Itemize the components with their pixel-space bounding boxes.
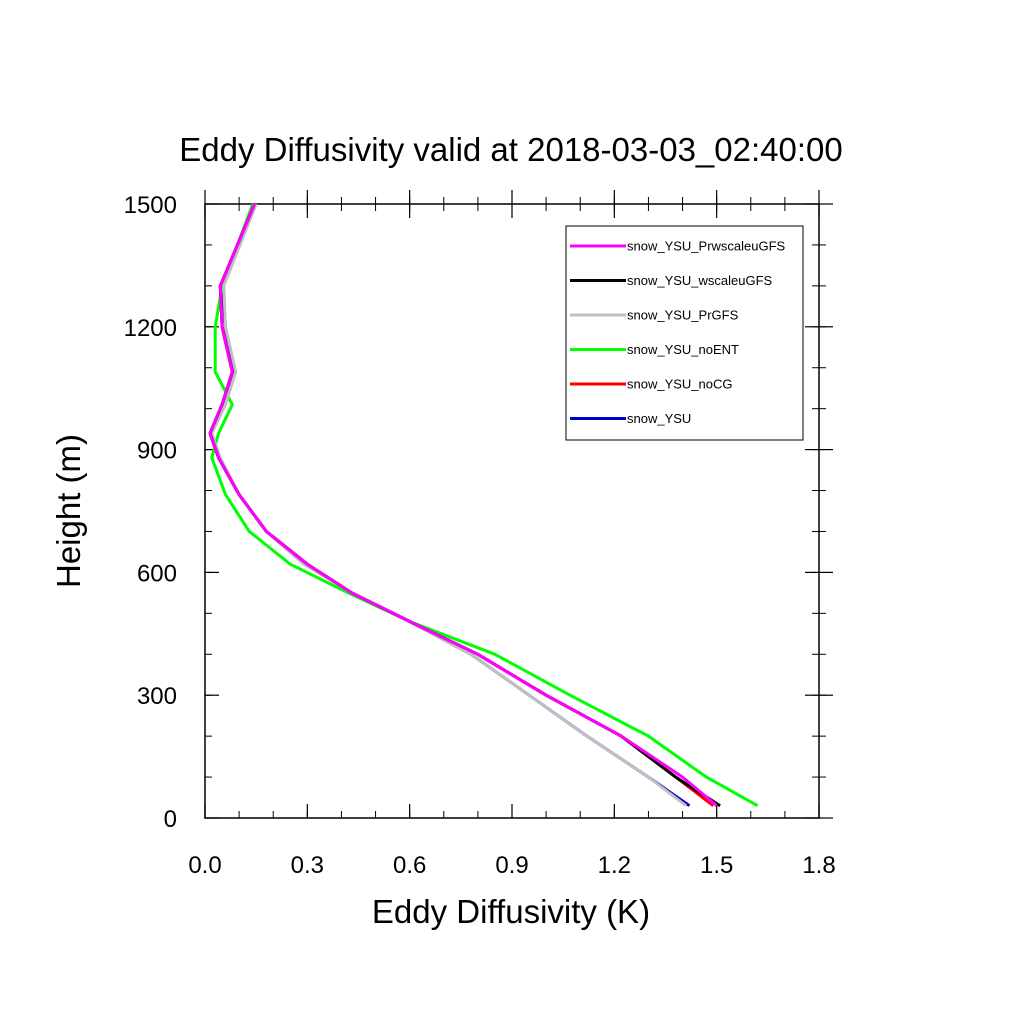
x-tick-label: 0.6: [393, 852, 426, 879]
x-tick-label: 0.9: [495, 852, 528, 879]
x-tick-label: 1.5: [700, 852, 733, 879]
x-tick-label: 0.0: [188, 852, 221, 879]
axis-ticks: 0.0 0.3 0.6 0.9 1.2 1.5 1.8 0 300 600 900 1200 1500: [124, 190, 836, 879]
y-tick-label: 1500: [124, 192, 177, 219]
legend-label: snow_YSU: [627, 411, 691, 426]
x-tick-label: 1.2: [598, 852, 631, 879]
legend-box: [565, 225, 804, 441]
y-tick-label: 600: [137, 560, 177, 587]
legend-label: snow_YSU_wscaleuGFS: [627, 273, 773, 288]
x-tick-label: 0.3: [291, 852, 324, 879]
legend-label: snow_YSU_PrGFS: [627, 308, 739, 323]
x-axis-title: Eddy Diffusivity (K): [372, 893, 650, 930]
chart-title: Eddy Diffusivity valid at 2018-03-03_02:…: [179, 131, 842, 168]
y-tick-label: 300: [137, 683, 177, 710]
series-lines: [208, 203, 759, 808]
legend-label: snow_YSU_PrwscaleuGFS: [627, 239, 786, 254]
series-line-snow-ysu-noent: [210, 203, 759, 808]
legend: snow_YSU_PrwscaleuGFS snow_YSU_wscaleuGFS…: [565, 225, 804, 441]
legend-label: snow_YSU_noCG: [627, 377, 733, 392]
y-tick-label: 1200: [124, 315, 177, 342]
legend-label: snow_YSU_noENT: [627, 342, 739, 357]
series-line-snow-ysu-prwscaleugfs: [208, 203, 718, 807]
y-tick-label: 0: [164, 806, 177, 833]
y-tick-label: 900: [137, 438, 177, 465]
y-axis-title: Height (m): [50, 434, 87, 588]
x-tick-label: 1.8: [802, 852, 835, 879]
